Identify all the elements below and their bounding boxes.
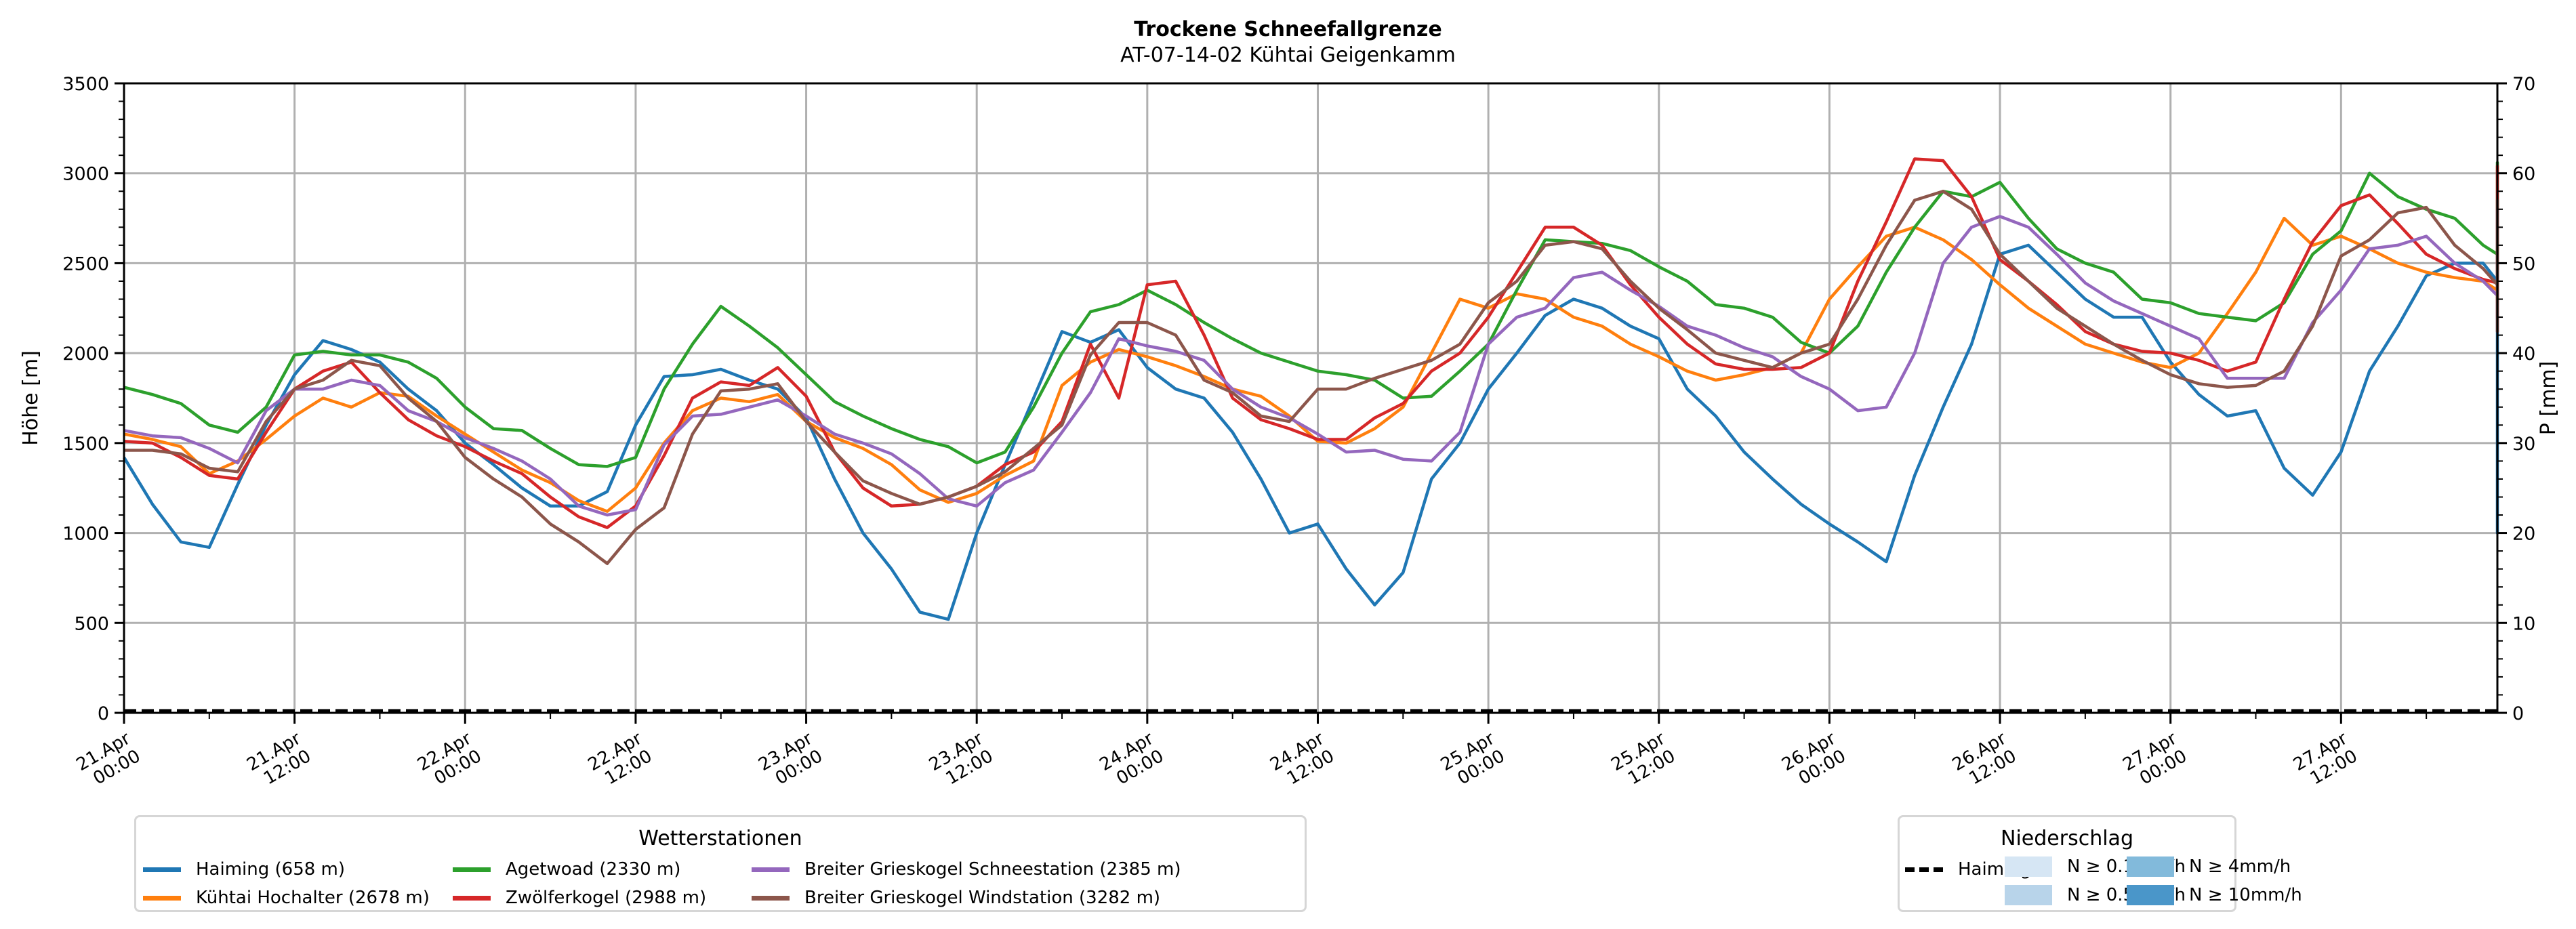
chart-subtitle: AT-07-14-02 Kühtai Geigenkamm: [1120, 43, 1456, 67]
grid-lines: [124, 83, 2497, 713]
y-tick-label: 1000: [62, 524, 109, 545]
series-line-5: [124, 190, 2499, 565]
series-line-0: [123, 243, 2499, 621]
legend-item: Haiming (658 m): [143, 859, 345, 880]
y2-tick-label: 0: [2512, 703, 2524, 724]
y-tick-label: 2500: [62, 253, 109, 274]
legend-swatch: [752, 895, 790, 901]
legend-precip-title: Niederschlag: [2001, 827, 2133, 850]
y-tick-label: 0: [98, 703, 109, 724]
legend-item: Agetwoad (2330 m): [453, 859, 680, 880]
chart-title: Trockene Schneefallgrenze: [1134, 18, 1442, 41]
legend-stations-title: Wetterstationen: [638, 827, 802, 850]
y2-tick-label: 40: [2512, 344, 2535, 365]
y2-axis-label: P [mm]: [2537, 361, 2560, 435]
y2-tick-label: 60: [2512, 164, 2535, 185]
axes: 0 500 1000 1500 2000 2500 3000 3500 0 10 20 30 40 50 6…: [19, 74, 2560, 789]
legend-swatch: [752, 867, 790, 872]
legend-label: Zwölferkogel (2988 m): [506, 888, 707, 908]
y-tick-label: 3500: [62, 74, 109, 95]
legend-label: Breiter Grieskogel Windstation (3282 m): [804, 888, 1161, 908]
legend-precipitation: Niederschlag Haiming N ≥ 0.1mm/h N ≥ 0.5…: [1898, 815, 2302, 912]
legend-item: Breiter Grieskogel Schneestation (2385 m…: [752, 859, 1181, 880]
y-axis-label: Höhe [m]: [19, 350, 43, 446]
legend-swatch: [2005, 885, 2052, 905]
legend-swatch: [453, 895, 491, 901]
legend-swatch: [2127, 885, 2174, 905]
y2-tick-label: 70: [2512, 74, 2535, 95]
y2-tick-label: 10: [2512, 613, 2535, 634]
series-line-4: [123, 207, 2499, 517]
legend-item: Kühtai Hochalter (2678 m): [143, 888, 430, 908]
legend-label: Agetwoad (2330 m): [506, 859, 681, 880]
series-lines: [123, 157, 2499, 713]
y2-tick-label: 30: [2512, 434, 2535, 455]
legend-item: Zwölferkogel (2988 m): [453, 888, 706, 908]
legend-swatch: [143, 867, 181, 872]
legend-label: Breiter Grieskogel Schneestation (2385 m…: [804, 859, 1181, 880]
legend-swatch: [2005, 856, 2052, 877]
y-tick-label: 500: [74, 613, 109, 634]
legend-stations: Wetterstationen Haiming (658 m) Kühtai H…: [134, 815, 1307, 912]
legend-item: N ≥ 0.5mm/h: [2005, 885, 2186, 905]
legend-swatch: [2127, 856, 2174, 877]
y2-tick-label: 50: [2512, 253, 2535, 274]
legend-label: N ≥ 4mm/h: [2189, 856, 2291, 877]
legend-item: N ≥ 10mm/h: [2127, 885, 2302, 905]
plot-frame: [123, 82, 2499, 714]
legend-swatch: [453, 867, 491, 872]
legend-swatch: [143, 895, 181, 901]
y-tick-label: 1500: [62, 434, 109, 455]
series-line-3: [123, 157, 2499, 529]
legend-label: Haiming (658 m): [196, 859, 346, 880]
legend-label: Kühtai Hochalter (2678 m): [196, 888, 430, 908]
legend-item: N ≥ 4mm/h: [2127, 856, 2291, 877]
y-tick-label: 3000: [62, 164, 109, 185]
legend-label: N ≥ 10mm/h: [2189, 885, 2302, 905]
y2-tick-label: 20: [2512, 524, 2535, 545]
legend-item: Breiter Grieskogel Windstation (3282 m): [752, 888, 1160, 908]
series-line-1: [123, 216, 2499, 513]
y-tick-label: 2000: [62, 344, 109, 365]
dashed-line-swatch: [1905, 867, 1943, 872]
